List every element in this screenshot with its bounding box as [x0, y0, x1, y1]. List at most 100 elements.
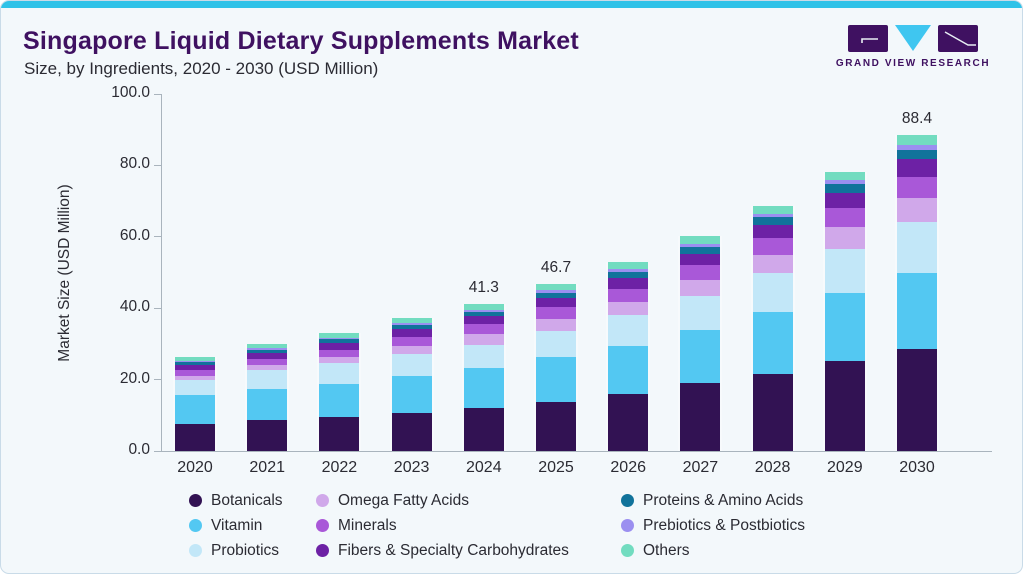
bar-2028-segment-proteins-amino-acids	[752, 217, 793, 225]
bar-2028	[750, 205, 795, 451]
legend-label: Prebiotics & Postbiotics	[643, 516, 805, 534]
chart-legend: Botanicals Vitamin Probiotics Omega Fatty A…	[189, 488, 805, 563]
legend-label: Probiotics	[211, 541, 280, 559]
bar-2030-segment-botanicals	[897, 348, 937, 451]
top-accent-bar	[1, 1, 1022, 8]
legend-dot	[189, 519, 202, 532]
bar-2022-segment-botanicals	[319, 417, 360, 451]
legend-dot	[621, 544, 634, 557]
bar-2028-segment-prebiotics-postbiotics	[752, 213, 793, 218]
bar-2023-segment-minerals	[391, 337, 432, 347]
bar-2028-segment-vitamin	[752, 312, 793, 374]
bar-2020-segment-others	[175, 356, 215, 361]
bar-2025-segment-botanicals	[536, 401, 576, 451]
bar-2026-segment-probiotics	[608, 315, 649, 347]
bar-2022-segment-probiotics	[319, 363, 360, 384]
bar-2025-segment-vitamin	[536, 357, 576, 402]
bar-2024	[461, 303, 506, 451]
bar-2027-segment-proteins-amino-acids	[680, 246, 721, 254]
y-tick-mark	[154, 164, 161, 166]
bar-2020-segment-minerals	[175, 370, 215, 377]
bar-2029-segment-botanicals	[824, 361, 865, 451]
x-axis-label-2029: 2029	[827, 459, 863, 476]
y-tick-mark	[154, 379, 161, 381]
bar-2024-segment-botanicals	[463, 408, 504, 451]
bar-2021-segment-minerals	[247, 358, 288, 366]
legend-item-prebiotics-postbiotics: Prebiotics & Postbiotics	[621, 517, 805, 535]
bar-2029-segment-omega-fatty-acids	[824, 227, 865, 249]
bar-2025-segment-probiotics	[536, 330, 576, 358]
bar-2021-segment-botanicals	[247, 419, 288, 451]
plot-area: Market Size (USD Million) 0.0 20.0 40.0 60.…	[56, 84, 992, 476]
legend-label: Botanicals	[211, 491, 283, 509]
bar-2024-segment-others	[463, 303, 504, 310]
y-axis-title: Market Size (USD Million)	[56, 183, 73, 362]
bar-2028-segment-minerals	[752, 238, 793, 255]
bar-value-label-2030: 88.4	[901, 110, 933, 128]
x-axis-label-2025: 2025	[538, 459, 574, 476]
bar-2029-segment-probiotics	[824, 248, 865, 293]
bar-2030-segment-fibers-specialty-carbohydrates	[897, 159, 937, 177]
legend-label: Others	[643, 541, 690, 559]
y-tick-label: 20.0	[119, 369, 150, 387]
bar-2020-segment-probiotics	[175, 379, 215, 396]
bar-2020-segment-fibers-specialty-carbohydrates	[175, 365, 215, 370]
logo-g-icon	[848, 25, 888, 52]
bar-2021-segment-proteins-amino-acids	[247, 349, 288, 353]
bar-2028-segment-probiotics	[752, 273, 793, 313]
bar-2030	[895, 135, 939, 451]
legend-dot	[189, 494, 202, 507]
bar-2027-segment-vitamin	[680, 329, 721, 384]
bar-2020	[173, 356, 217, 451]
bar-2022-segment-omega-fatty-acids	[319, 357, 360, 364]
chart-subtitle: Size, by Ingredients, 2020 - 2030 (USD M…	[24, 59, 379, 78]
legend-item-probiotics: Probiotics	[189, 542, 316, 560]
legend-item-others: Others	[621, 542, 805, 560]
bar-2027-segment-omega-fatty-acids	[680, 280, 721, 296]
x-axis-label-2021: 2021	[249, 459, 285, 476]
legend-label: Proteins & Amino Acids	[643, 491, 804, 509]
bar-2022-segment-vitamin	[319, 383, 360, 418]
bar-2023-segment-vitamin	[391, 376, 432, 413]
bar-2021-segment-others	[247, 343, 288, 348]
bar-2024-segment-minerals	[463, 324, 504, 335]
bar-2027-segment-minerals	[680, 265, 721, 281]
bar-2023-segment-prebiotics-postbiotics	[391, 322, 432, 326]
bar-2022-segment-prebiotics-postbiotics	[319, 337, 360, 340]
bar-value-label-2025: 46.7	[540, 259, 572, 277]
bar-2020-segment-botanicals	[175, 423, 215, 451]
bar-2024-segment-fibers-specialty-carbohydrates	[463, 316, 504, 325]
bar-2028-segment-fibers-specialty-carbohydrates	[752, 224, 793, 239]
bar-2025	[534, 284, 578, 451]
bar-2024-segment-vitamin	[463, 367, 504, 409]
legend-item-proteins-amino-acids: Proteins & Amino Acids	[621, 492, 805, 510]
x-axis-label-2024: 2024	[466, 459, 502, 476]
bar-2020-segment-prebiotics-postbiotics	[175, 360, 215, 363]
bar-2025-segment-fibers-specialty-carbohydrates	[536, 297, 576, 308]
bar-2021-segment-prebiotics-postbiotics	[247, 347, 288, 350]
bar-2023-segment-omega-fatty-acids	[391, 346, 432, 354]
gvr-logo: GRAND VIEW RESEARCH	[832, 25, 994, 69]
bar-2030-segment-probiotics	[897, 221, 937, 274]
bar-2023	[389, 317, 434, 451]
bar-2027	[678, 236, 723, 451]
bar-2026-segment-others	[608, 262, 649, 269]
bar-2026-segment-fibers-specialty-carbohydrates	[608, 277, 649, 289]
bar-2026-segment-proteins-amino-acids	[608, 271, 649, 278]
x-axis-label-2022: 2022	[321, 459, 358, 476]
bar-2021-segment-omega-fatty-acids	[247, 365, 288, 370]
bar-2025-segment-omega-fatty-acids	[536, 318, 576, 331]
bar-2028-segment-botanicals	[752, 373, 793, 451]
bar-2029-segment-others	[824, 171, 865, 181]
legend-item-omega-fatty-acids: Omega Fatty Acids	[316, 492, 621, 510]
x-axis-label-2027: 2027	[682, 459, 719, 476]
bar-2021-segment-fibers-specialty-carbohydrates	[247, 352, 288, 359]
bar-2024-segment-probiotics	[463, 344, 504, 368]
y-tick-mark	[154, 93, 161, 95]
bar-2023-segment-probiotics	[391, 353, 432, 377]
bar-2021-segment-probiotics	[247, 370, 288, 390]
bar-2022-segment-fibers-specialty-carbohydrates	[319, 342, 360, 350]
legend-label: Fibers & Specialty Carbohydrates	[338, 541, 569, 559]
bar-2027-segment-fibers-specialty-carbohydrates	[680, 253, 721, 266]
logo-r-icon	[938, 25, 978, 52]
